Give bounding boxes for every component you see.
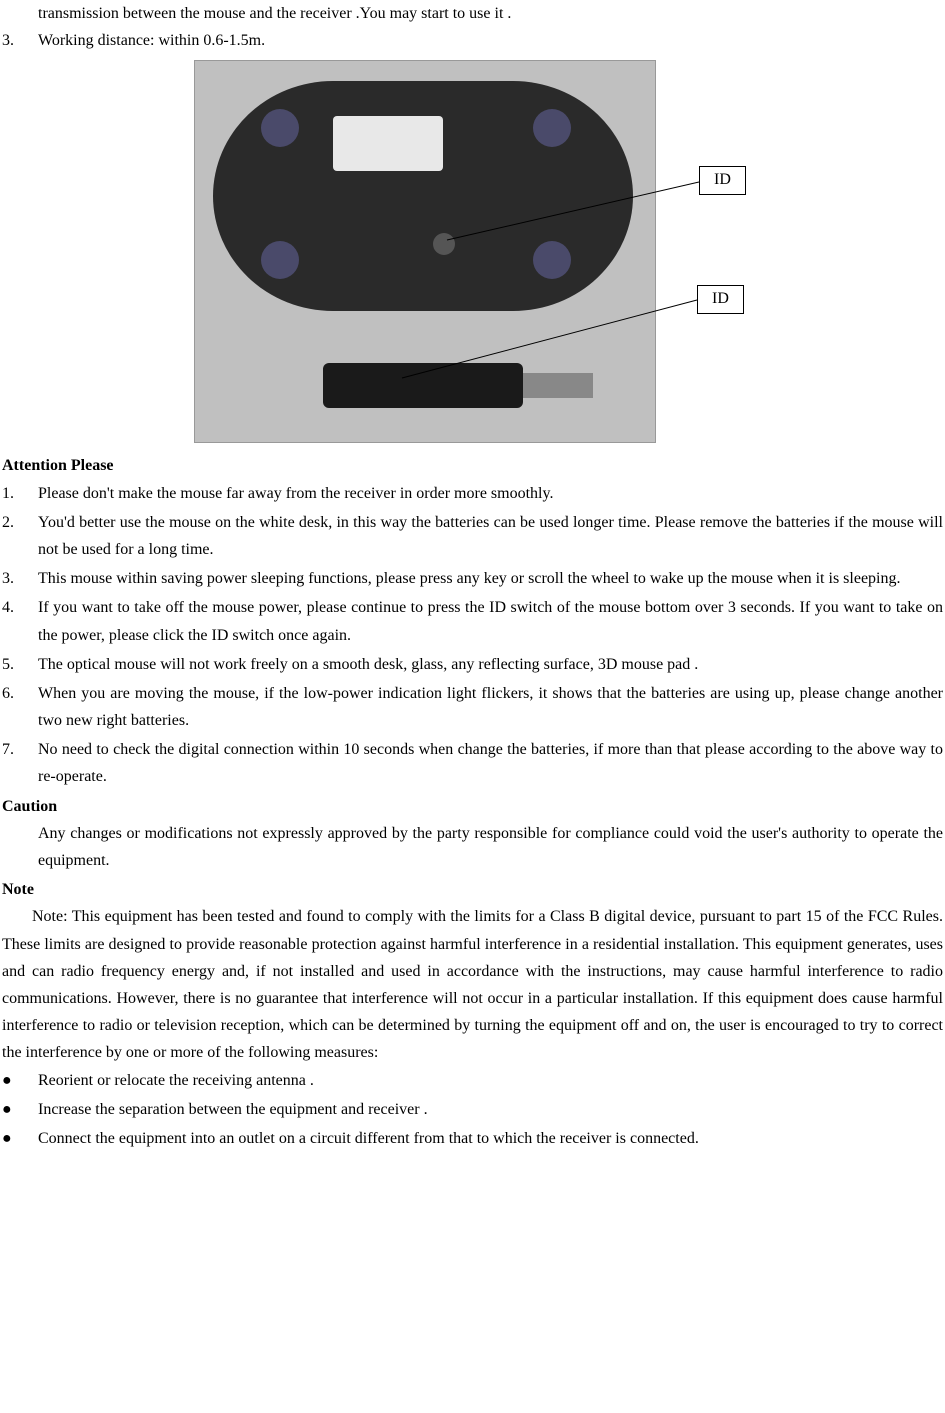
item-number: 2. [2, 509, 38, 563]
usb-receiver-shape [323, 363, 523, 408]
item-number: 6. [2, 680, 38, 734]
attention-item: 1. Please don't make the mouse far away … [2, 480, 943, 507]
bullet-mark: ● [2, 1096, 38, 1123]
item-number: 1. [2, 480, 38, 507]
id-label-box: ID [697, 285, 744, 313]
usb-plug-shape [523, 373, 593, 398]
item-number: 3. [2, 27, 38, 54]
item-text: You'd better use the mouse on the white … [38, 509, 943, 563]
attention-item: 2. You'd better use the mouse on the whi… [2, 509, 943, 563]
bullet-mark: ● [2, 1067, 38, 1094]
item-number: 7. [2, 736, 38, 790]
item-text: The optical mouse will not work freely o… [38, 651, 943, 678]
attention-item: 5. The optical mouse will not work freel… [2, 651, 943, 678]
item-text: This mouse within saving power sleeping … [38, 565, 943, 592]
item-text: No need to check the digital connection … [38, 736, 943, 790]
item-text: Working distance: within 0.6-1.5m. [38, 27, 943, 54]
top-list-item: 3. Working distance: within 0.6-1.5m. [2, 27, 943, 54]
product-photo-placeholder [194, 60, 656, 443]
attention-item: 4. If you want to take off the mouse pow… [2, 594, 943, 648]
continuation-line: transmission between the mouse and the r… [2, 0, 943, 27]
note-heading: Note [2, 876, 943, 903]
attention-heading: Attention Please [2, 452, 943, 479]
note-bullet-item: ● Increase the separation between the eq… [2, 1096, 943, 1123]
item-number: 5. [2, 651, 38, 678]
bullet-text: Connect the equipment into an outlet on … [38, 1125, 943, 1152]
mouse-label-shape [333, 116, 443, 171]
caution-text: Any changes or modifications not express… [2, 820, 943, 874]
item-text: If you want to take off the mouse power,… [38, 594, 943, 648]
item-text: Please don't make the mouse far away fro… [38, 480, 943, 507]
bullet-text: Reorient or relocate the receiving anten… [38, 1067, 943, 1094]
bullet-text: Increase the separation between the equi… [38, 1096, 943, 1123]
item-text: When you are moving the mouse, if the lo… [38, 680, 943, 734]
attention-item: 7. No need to check the digital connecti… [2, 736, 943, 790]
id-label-box: ID [699, 166, 746, 194]
note-text: Note: This equipment has been tested and… [2, 903, 943, 1066]
bullet-mark: ● [2, 1125, 38, 1152]
attention-item: 6. When you are moving the mouse, if the… [2, 680, 943, 734]
note-bullet-item: ● Reorient or relocate the receiving ant… [2, 1067, 943, 1094]
note-bullet-item: ● Connect the equipment into an outlet o… [2, 1125, 943, 1152]
item-number: 4. [2, 594, 38, 648]
document-page: transmission between the mouse and the r… [0, 0, 945, 1152]
attention-item: 3. This mouse within saving power sleepi… [2, 565, 943, 592]
product-figure: ID ID [2, 60, 943, 450]
item-number: 3. [2, 565, 38, 592]
caution-heading: Caution [2, 793, 943, 820]
